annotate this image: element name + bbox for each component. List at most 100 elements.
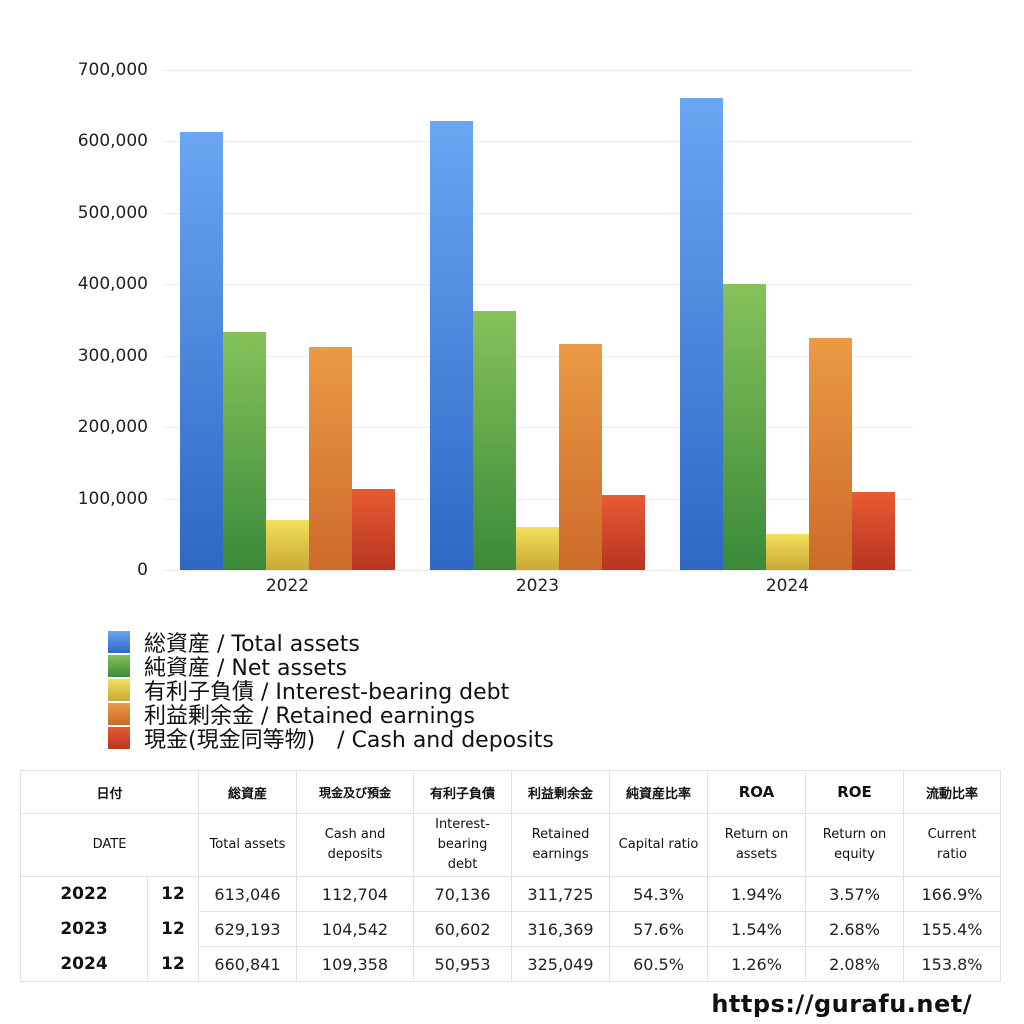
site-url: https://gurafu.net/ bbox=[711, 990, 972, 1018]
bar-2023-series-1 bbox=[473, 311, 516, 570]
legend-swatch-icon bbox=[108, 679, 130, 701]
header-cash-jp: 現金及び預金 bbox=[296, 770, 415, 814]
cell-capital-ratio: 60.5% bbox=[609, 946, 709, 982]
cell-retained: 311,725 bbox=[511, 876, 611, 912]
cell-debt: 70,136 bbox=[413, 876, 513, 912]
bar-2024-series-3 bbox=[809, 337, 852, 570]
bar-2024-series-1 bbox=[723, 284, 766, 570]
cell-current-ratio: 153.8% bbox=[903, 946, 1002, 982]
x-tick-label: 2024 bbox=[765, 576, 810, 596]
header-debt-en: Interest-bearing debt bbox=[413, 813, 513, 877]
cell-current-ratio: 155.4% bbox=[903, 911, 1002, 947]
legend-label: 利益剰余金 / Retained earnings bbox=[144, 704, 475, 729]
table-header-jp: 日付 総資産 現金及び預金 有利子負債 利益剰余金 純資産比率 ROA ROE … bbox=[19, 770, 1002, 814]
cell-month: 12 bbox=[146, 876, 200, 912]
header-retained-en: Retained earnings bbox=[511, 813, 611, 877]
legend-swatch-icon bbox=[108, 727, 130, 749]
bar-2023-series-3 bbox=[559, 344, 602, 570]
bar-2022-series-1 bbox=[223, 332, 266, 570]
legend-item: 現金(現金同等物) / Cash and deposits bbox=[108, 726, 554, 753]
header-roa-en-text: Return on assets bbox=[724, 827, 789, 862]
cell-roe: 2.08% bbox=[805, 946, 905, 982]
legend-label: 純資産 / Net assets bbox=[144, 656, 348, 681]
gridline bbox=[163, 427, 913, 429]
table-header-en: DATE Total assets Cash and deposits Inte… bbox=[19, 813, 1002, 877]
table-row: 2024 12 660,841 109,358 50,953 325,049 6… bbox=[20, 946, 1002, 982]
header-retained-en-text: Retained earnings bbox=[531, 827, 590, 862]
header-cash-en-text: Cash and deposits bbox=[324, 827, 386, 862]
cell-retained: 325,049 bbox=[511, 946, 611, 982]
cell-debt: 50,953 bbox=[413, 946, 513, 982]
header-date-en: DATE bbox=[19, 813, 200, 877]
header-date-jp: 日付 bbox=[19, 770, 200, 814]
y-tick-label: 600,000 bbox=[77, 131, 148, 152]
cell-year: 2022 bbox=[20, 876, 148, 912]
legend-swatch-icon bbox=[108, 703, 130, 725]
cell-capital-ratio: 57.6% bbox=[609, 911, 709, 947]
gridline bbox=[163, 284, 913, 286]
header-roe-jp: ROE bbox=[805, 770, 905, 814]
header-debt-en-text: Interest-bearing debt bbox=[435, 817, 490, 872]
header-retained-jp: 利益剰余金 bbox=[511, 770, 611, 814]
table-row: 2023 12 629,193 104,542 60,602 316,369 5… bbox=[20, 911, 1002, 947]
x-tick-label: 2023 bbox=[515, 576, 560, 596]
header-roa-en: Return on assets bbox=[707, 813, 807, 877]
cell-roa: 1.94% bbox=[707, 876, 807, 912]
cell-total-assets: 629,193 bbox=[198, 911, 298, 947]
bar-2024-series-4 bbox=[852, 491, 895, 570]
y-tick-label: 100,000 bbox=[77, 488, 148, 509]
bar-2022-series-2 bbox=[266, 519, 309, 570]
financial-table: 日付 総資産 現金及び預金 有利子負債 利益剰余金 純資産比率 ROA ROE … bbox=[19, 770, 1002, 982]
legend-swatch-icon bbox=[108, 655, 130, 677]
cell-total-assets: 660,841 bbox=[198, 946, 298, 982]
header-roe-en: Return on equity bbox=[805, 813, 905, 877]
cell-debt: 60,602 bbox=[413, 911, 513, 947]
header-current-ratio-en-text: Current ratio bbox=[927, 827, 977, 862]
legend-swatch-icon bbox=[108, 631, 130, 653]
header-current-ratio-en: Current ratio bbox=[903, 813, 1002, 877]
header-total-assets-en: Total assets bbox=[198, 813, 298, 877]
header-capital-ratio-en: Capital ratio bbox=[609, 813, 709, 877]
cell-roe: 3.57% bbox=[805, 876, 905, 912]
header-roa-jp: ROA bbox=[707, 770, 807, 814]
legend-label: 現金(現金同等物) / Cash and deposits bbox=[144, 728, 554, 753]
legend-item: 有利子負債 / Interest-bearing debt bbox=[108, 678, 554, 705]
header-capital-ratio-jp: 純資産比率 bbox=[609, 770, 709, 814]
gridline bbox=[163, 570, 913, 571]
bar-2022-series-3 bbox=[309, 347, 352, 570]
legend-label: 総資産 / Total assets bbox=[144, 632, 360, 657]
y-tick-label: 700,000 bbox=[77, 60, 148, 80]
cell-cash: 104,542 bbox=[296, 911, 415, 947]
bar-2022-series-0 bbox=[180, 132, 223, 570]
header-cash-en: Cash and deposits bbox=[296, 813, 415, 877]
header-debt-jp: 有利子負債 bbox=[413, 770, 513, 814]
gridline bbox=[163, 355, 913, 357]
bar-2024-series-0 bbox=[680, 97, 723, 570]
bar-2023-series-2 bbox=[516, 526, 559, 570]
cell-cash: 109,358 bbox=[296, 946, 415, 982]
cell-total-assets: 613,046 bbox=[198, 876, 298, 912]
cell-year: 2023 bbox=[20, 911, 148, 947]
cell-retained: 316,369 bbox=[511, 911, 611, 947]
y-tick-label: 300,000 bbox=[77, 345, 148, 366]
cell-roa: 1.54% bbox=[707, 911, 807, 947]
bar-2024-series-2 bbox=[766, 533, 809, 570]
chart-legend: 総資産 / Total assets 純資産 / Net assets 有利子負債 … bbox=[108, 630, 554, 753]
gridline bbox=[163, 141, 913, 143]
header-total-assets-jp: 総資産 bbox=[198, 770, 298, 814]
cell-year: 2024 bbox=[20, 946, 148, 982]
y-tick-label: 200,000 bbox=[77, 417, 148, 438]
header-roe-en-text: Return on equity bbox=[822, 827, 887, 862]
bar-chart: 0 100,000 200,000 300,000 400,000 500,000 600,… bbox=[77, 60, 913, 596]
cell-roa: 1.26% bbox=[707, 946, 807, 982]
table-row: 2022 12 613,046 112,704 70,136 311,725 5… bbox=[20, 876, 1002, 912]
cell-capital-ratio: 54.3% bbox=[609, 876, 709, 912]
gridline bbox=[163, 212, 913, 214]
gridline bbox=[163, 70, 913, 71]
cell-cash: 112,704 bbox=[296, 876, 415, 912]
bar-2022-series-4 bbox=[352, 489, 395, 570]
y-tick-label: 0 bbox=[137, 560, 148, 580]
gridline bbox=[163, 498, 913, 500]
y-tick-label: 500,000 bbox=[77, 202, 148, 223]
bar-2023-series-4 bbox=[602, 495, 645, 570]
